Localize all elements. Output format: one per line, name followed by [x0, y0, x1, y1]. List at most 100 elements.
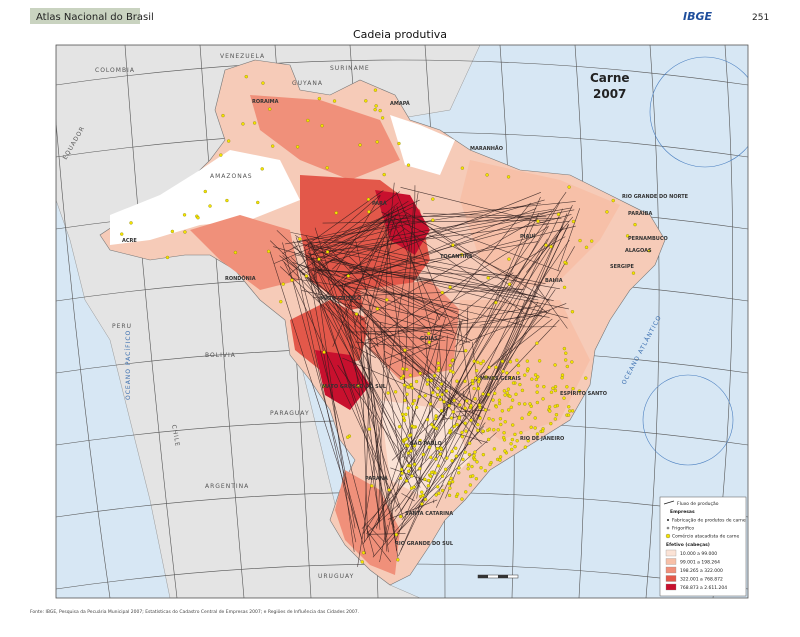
company-dot: [430, 422, 434, 427]
company-dot: [428, 474, 433, 478]
company-dot: [406, 385, 410, 389]
company-dot: [526, 367, 530, 371]
company-dot: [515, 358, 519, 362]
company-dot: [498, 455, 503, 459]
flow-line: [417, 218, 548, 313]
company-dot: [431, 390, 435, 395]
company-dot: [486, 392, 491, 397]
flow-line: [471, 342, 480, 404]
company-dot: [549, 390, 554, 394]
flow-line: [466, 306, 469, 343]
flow-line: [322, 219, 551, 224]
company-dot: [476, 386, 481, 391]
flow-line: [366, 349, 399, 562]
company-dot: [409, 383, 413, 387]
flow-line: [444, 335, 448, 413]
company-dot: [418, 371, 422, 375]
company-dot: [486, 276, 490, 280]
company-dot: [515, 439, 519, 443]
flow-line: [372, 498, 423, 558]
company-dot: [409, 449, 413, 453]
company-dot: [467, 452, 472, 457]
flow-line: [305, 254, 472, 407]
company-dot: [475, 369, 479, 373]
country-label: CHILE: [170, 424, 181, 447]
flow-line: [378, 211, 390, 522]
flow-line: [362, 239, 570, 545]
state-label: RIO GRANDE DO SUL: [395, 541, 454, 547]
company-dot: [577, 389, 582, 393]
flow-line: [394, 215, 562, 219]
company-dot: [412, 425, 416, 429]
flow-line: [317, 267, 478, 424]
flow-line: [335, 239, 536, 298]
company-dot: [494, 300, 498, 305]
company-dot: [481, 392, 485, 396]
company-dot: [399, 476, 403, 480]
company-dot: [208, 204, 212, 208]
company-dot: [523, 445, 528, 449]
flow-line: [360, 218, 538, 321]
company-dot: [457, 471, 461, 475]
company-dot: [322, 384, 326, 388]
flow-line: [417, 301, 539, 510]
company-dot: [417, 394, 422, 399]
flow-line: [327, 278, 357, 365]
company-dot: [434, 417, 438, 421]
company-dot: [332, 99, 337, 103]
company-dot: [508, 394, 512, 399]
flow-line: [344, 208, 537, 287]
company-dot: [481, 429, 485, 433]
company-dot: [182, 213, 187, 217]
company-dot: [553, 385, 558, 389]
company-dot: [434, 426, 439, 431]
company-dot: [611, 198, 615, 203]
company-dot: [400, 471, 404, 475]
company-dot: [470, 464, 474, 469]
company-dot: [510, 398, 515, 402]
company-dot: [494, 405, 498, 409]
company-dot: [481, 359, 486, 363]
company-dot: [565, 364, 569, 369]
flow-line: [304, 239, 455, 320]
company-dot: [219, 153, 223, 157]
legend-swatch: [665, 549, 677, 557]
company-dot: [533, 373, 538, 377]
company-dot: [631, 271, 636, 275]
company-dot: [429, 455, 433, 459]
company-dot: [491, 418, 495, 422]
company-dot: [358, 143, 362, 147]
company-dot: [443, 467, 448, 471]
company-dot: [412, 462, 417, 466]
company-dot: [434, 414, 438, 418]
company-dot: [455, 492, 460, 496]
company-dot: [420, 490, 424, 494]
legend-class-label: 10.000 a 99.000: [680, 551, 717, 557]
flow-line: [400, 208, 563, 551]
region-low: [390, 115, 455, 175]
company-dot: [481, 453, 486, 457]
flow-line: [377, 201, 576, 222]
company-dot: [487, 365, 491, 369]
company-dot: [387, 488, 391, 492]
flow-line: [362, 227, 564, 535]
company-dot: [499, 422, 503, 427]
company-dot: [406, 451, 411, 455]
flow-line: [515, 291, 532, 321]
company-dot: [445, 456, 449, 460]
company-dot: [568, 409, 572, 413]
company-dot: [509, 376, 513, 380]
company-dot: [466, 463, 471, 467]
flow-line: [345, 323, 409, 483]
company-dot: [440, 392, 444, 397]
company-dot: [457, 466, 461, 470]
company-dot: [503, 393, 507, 397]
page-number: 251: [752, 13, 769, 23]
flow-line: [290, 257, 370, 334]
legend-class-label: 768.873 a 2.611.204: [680, 585, 727, 591]
meridian: [199, 45, 245, 598]
company-dot: [505, 391, 509, 395]
state-label: ESPÍRITO SANTO: [560, 389, 607, 397]
company-dot: [408, 373, 413, 377]
company-dot: [486, 437, 491, 442]
